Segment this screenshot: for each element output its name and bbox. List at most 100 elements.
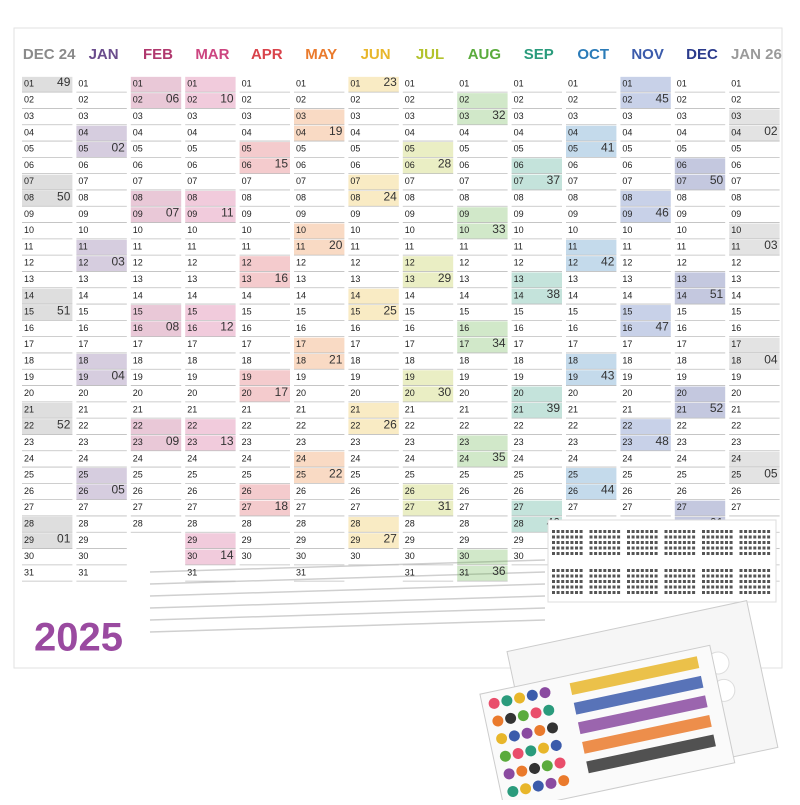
day-number: 24	[296, 453, 306, 463]
day-number: 12	[187, 258, 197, 268]
day-number: 11	[24, 241, 33, 251]
mini-day	[594, 535, 598, 539]
mini-day	[687, 585, 691, 589]
day-number: 12	[677, 258, 687, 268]
month-column: FEB 01 02 06 03 04 05 06 07 08 09 07 10 11 12 13 14 15 16 0…	[130, 46, 182, 533]
mini-day	[650, 591, 653, 594]
day-number: 20	[242, 388, 252, 398]
day-number: 10	[242, 225, 252, 235]
day-number: 13	[459, 274, 469, 284]
day-number: 28	[405, 518, 415, 528]
mini-day	[552, 574, 555, 578]
mini-day	[650, 546, 653, 550]
day-number: 04	[296, 127, 306, 137]
day-number: 09	[296, 209, 306, 219]
day-number: 22	[622, 421, 632, 431]
mini-day	[598, 585, 602, 589]
day-number: 27	[677, 502, 687, 512]
mini-day	[664, 591, 668, 594]
mini-day	[692, 569, 696, 572]
day-number: 28	[459, 518, 469, 528]
mini-day	[767, 530, 771, 533]
mini-day	[612, 569, 616, 572]
day-number: 04	[242, 127, 252, 137]
day-number: 01	[459, 78, 469, 88]
week-number: 29	[438, 271, 452, 285]
day-number: 27	[242, 502, 252, 512]
day-number: 16	[242, 323, 252, 333]
mini-day	[561, 541, 565, 544]
day-number: 18	[242, 355, 252, 365]
week-number: 48	[655, 434, 669, 448]
day-number: 26	[622, 486, 632, 496]
day-number: 01	[405, 78, 415, 88]
week-number: 15	[275, 157, 289, 171]
mini-day	[631, 535, 635, 539]
sticker-dot	[541, 760, 553, 772]
mini-day	[612, 580, 616, 583]
day-number: 11	[622, 241, 631, 251]
mini-day	[589, 530, 593, 533]
day-number: 25	[514, 470, 524, 480]
week-number: 47	[655, 320, 669, 334]
day-number: 26	[187, 486, 197, 496]
mini-day	[594, 530, 598, 533]
day-number: 16	[78, 323, 88, 333]
sticker-dot	[534, 725, 546, 737]
mini-day	[720, 546, 724, 550]
mini-day	[556, 552, 560, 555]
week-number: 52	[57, 417, 71, 431]
day-number: 05	[459, 144, 469, 154]
mini-day	[715, 574, 719, 578]
mini-day	[673, 552, 677, 555]
day-number: 29	[242, 535, 252, 545]
day-number: 15	[459, 307, 469, 317]
mini-day	[617, 535, 621, 539]
mini-day	[687, 541, 691, 544]
weekend-shade	[620, 435, 671, 451]
week-number: 14	[220, 548, 234, 562]
month-name: JAN	[89, 46, 119, 63]
mini-day	[702, 569, 705, 572]
day-number: 19	[459, 372, 469, 382]
day-number: 26	[24, 486, 34, 496]
mini-day	[617, 546, 621, 550]
day-number: 03	[405, 111, 415, 121]
month-column: SEP 01 02 03 04 05 06 07 37 08 09 10 11 12 13 14 38 15 16 1…	[511, 46, 562, 566]
day-number: 19	[568, 372, 578, 382]
mini-day	[711, 541, 715, 544]
day-number: 07	[514, 176, 524, 186]
mini-day	[748, 574, 752, 578]
mini-day	[711, 574, 715, 578]
mini-day	[561, 569, 565, 572]
day-number: 17	[677, 339, 687, 349]
day-number: 04	[514, 127, 524, 137]
mini-day	[715, 530, 719, 533]
day-number: 22	[133, 421, 143, 431]
day-number: 30	[296, 551, 306, 561]
day-number: 02	[731, 95, 741, 105]
day-number: 26	[78, 486, 88, 496]
mini-day	[711, 552, 715, 555]
day-number: 24	[187, 453, 197, 463]
mini-day	[631, 541, 635, 544]
mini-day	[753, 585, 757, 589]
day-number: 03	[459, 111, 469, 121]
day-number: 23	[242, 437, 252, 447]
mini-day	[552, 585, 555, 589]
day-number: 23	[78, 437, 88, 447]
mini-day	[636, 585, 640, 589]
mini-day	[552, 580, 555, 583]
mini-day	[762, 591, 766, 594]
day-number: 21	[622, 404, 632, 414]
day-number: 27	[78, 502, 88, 512]
weekend-shade	[402, 500, 454, 516]
day-number: 18	[78, 355, 88, 365]
mini-day	[762, 569, 766, 572]
day-number: 29	[78, 535, 88, 545]
day-number: 02	[187, 95, 197, 105]
mini-day	[552, 552, 555, 555]
mini-day	[729, 535, 733, 539]
day-number: 10	[133, 225, 143, 235]
mini-day	[725, 580, 728, 583]
